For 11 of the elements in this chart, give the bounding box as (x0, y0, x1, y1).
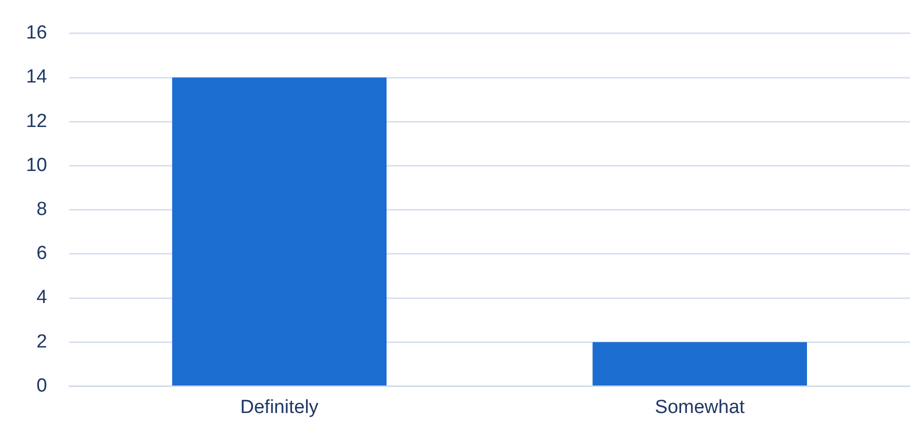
y-tick-label: 0 (36, 375, 48, 396)
y-tick-label: 4 (36, 287, 48, 308)
y-tick-label: 8 (36, 199, 48, 220)
y-tick-label: 14 (26, 66, 48, 88)
x-tick-label: Somewhat (654, 396, 746, 418)
y-tick-label: 10 (26, 154, 48, 176)
y-tick-label: 2 (36, 331, 48, 352)
y-tick-label: 6 (36, 243, 48, 264)
x-tick-label: Definitely (240, 396, 319, 418)
y-tick-label: 16 (26, 22, 48, 44)
y-tick-label: 12 (26, 110, 48, 132)
